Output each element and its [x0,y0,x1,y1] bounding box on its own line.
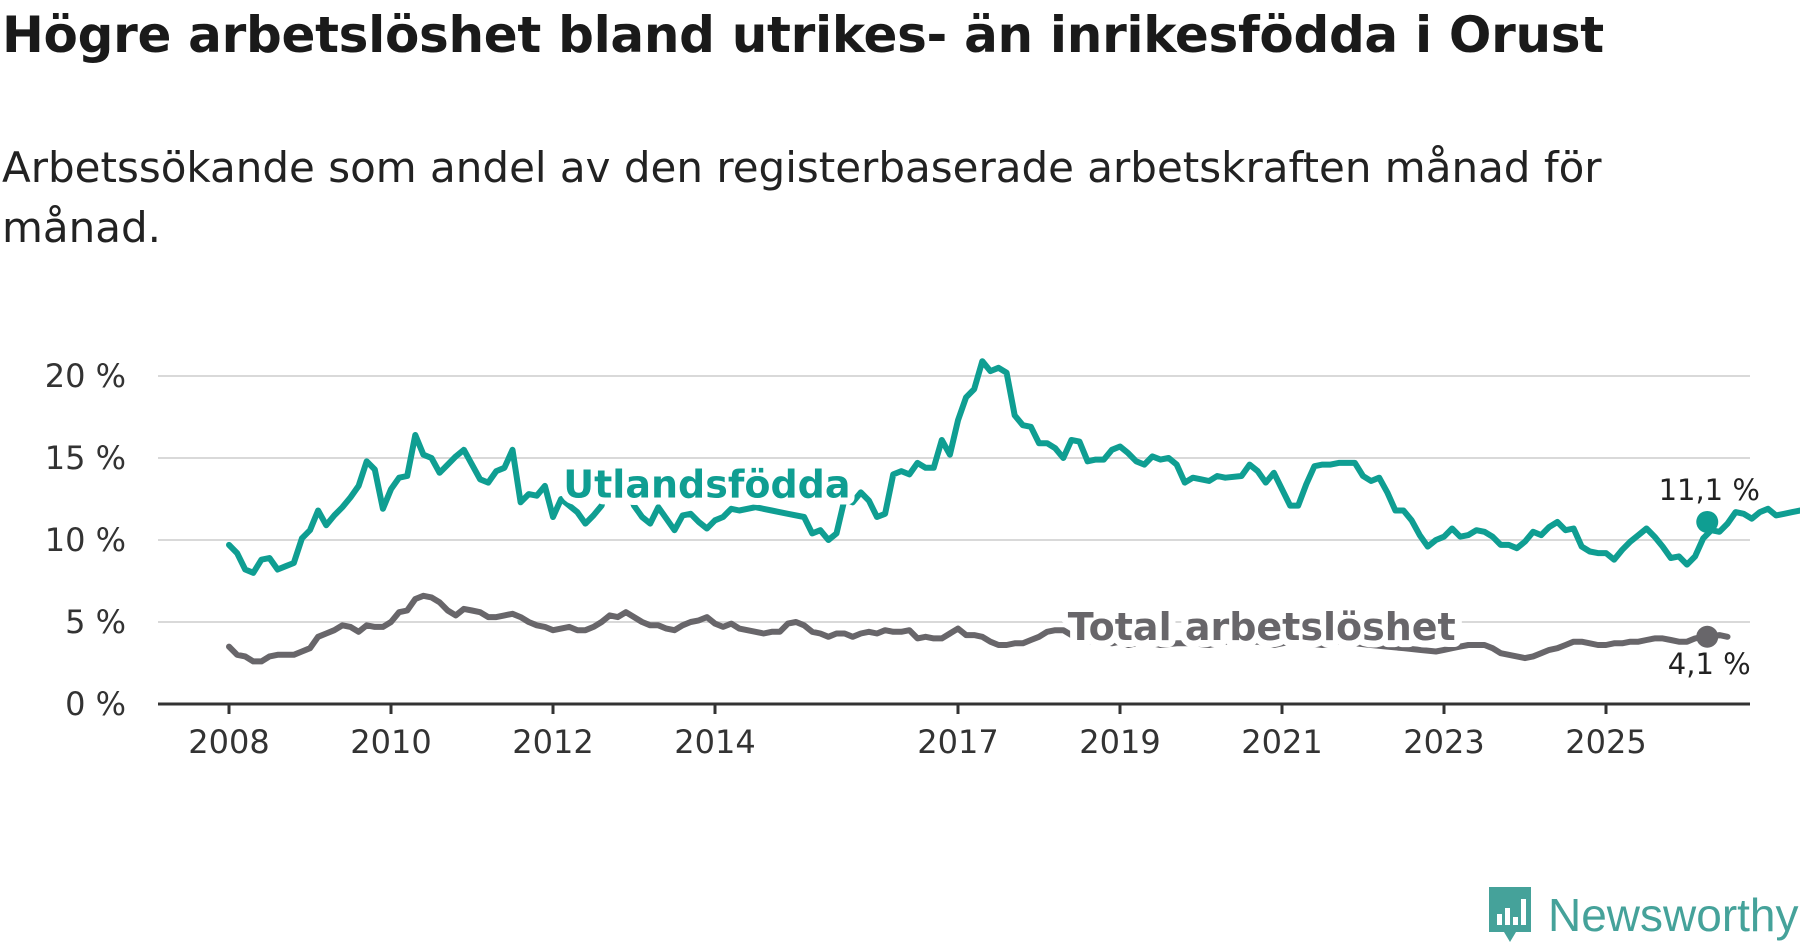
series-lines [226,358,1800,665]
newsworthy-logo-icon [1489,887,1531,942]
gridlines [158,375,1750,706]
series-label-utlandsfodda: Utlandsfödda [563,462,850,506]
x-tick-label: 2023 [1403,723,1484,761]
y-tick-label: 20 % [45,357,126,395]
end-point-utlandsfodda [1696,510,1719,533]
end-label-total: 4,1 % [1668,647,1751,681]
x-axis-ticks: 2008 2010 2012 2014 2017 2019 2021 2023 2025 [188,704,1647,761]
end-label-utlandsfodda: 11,1 % [1659,473,1760,507]
x-tick-label: 2017 [917,723,998,761]
x-tick-label: 2025 [1565,723,1646,761]
chart-title: Högre arbetslöshet bland utrikes- än inr… [2,6,1604,64]
x-tick-label: 2008 [188,723,269,761]
x-tick-label: 2021 [1241,723,1322,761]
chart-subtitle: Arbetssökande som andel av den registerb… [2,143,1602,252]
series-line-utlandsfodda [226,358,1800,576]
series-label-total: Total arbetslöshet [1068,605,1456,649]
end-point-total [1696,625,1719,648]
x-tick-label: 2014 [674,723,755,761]
x-tick-label: 2012 [512,723,593,761]
brand-name: Newsworthy [1548,889,1799,941]
y-tick-label: 5 % [65,603,126,641]
y-axis-ticks: 0 % 5 % 10 % 15 % 20 % [45,357,126,723]
y-tick-label: 0 % [65,685,126,723]
newsworthy-brand: Newsworthy [1486,884,1799,946]
series-labels: Utlandsfödda Total arbetslöshet 11,1 % 4,1 … [556,455,1760,681]
y-tick-label: 10 % [45,521,126,559]
y-tick-label: 15 % [45,439,126,477]
x-tick-label: 2019 [1079,723,1160,761]
series-line-total [226,592,1731,665]
x-tick-label: 2010 [350,723,431,761]
